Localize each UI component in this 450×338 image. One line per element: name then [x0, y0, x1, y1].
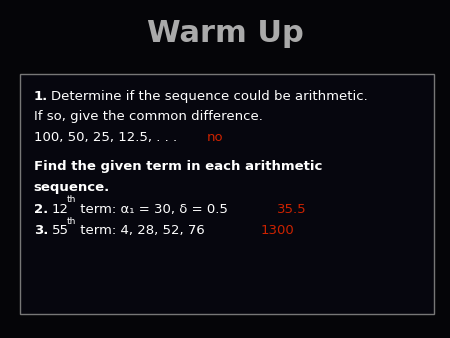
Text: 12: 12 — [52, 203, 69, 216]
Text: 55: 55 — [52, 224, 69, 237]
Text: 1.: 1. — [34, 90, 48, 102]
FancyBboxPatch shape — [20, 74, 434, 314]
Text: sequence.: sequence. — [34, 181, 110, 194]
Text: 35.5: 35.5 — [277, 203, 306, 216]
Text: 2.: 2. — [34, 203, 48, 216]
Text: Determine if the sequence could be arithmetic.: Determine if the sequence could be arith… — [51, 90, 368, 102]
Text: Warm Up: Warm Up — [147, 19, 303, 48]
Text: Find the given term in each arithmetic: Find the given term in each arithmetic — [34, 160, 322, 173]
Text: 1300: 1300 — [261, 224, 295, 237]
Text: 3.: 3. — [34, 224, 48, 237]
Text: If so, give the common difference.: If so, give the common difference. — [34, 110, 263, 123]
Text: th: th — [67, 217, 76, 226]
Text: 100, 50, 25, 12.5, . . .: 100, 50, 25, 12.5, . . . — [34, 131, 177, 144]
Text: term: α₁ = 30, δ = 0.5: term: α₁ = 30, δ = 0.5 — [76, 203, 228, 216]
Text: no: no — [207, 131, 224, 144]
Text: term: 4, 28, 52, 76: term: 4, 28, 52, 76 — [76, 224, 205, 237]
Text: th: th — [67, 195, 76, 204]
